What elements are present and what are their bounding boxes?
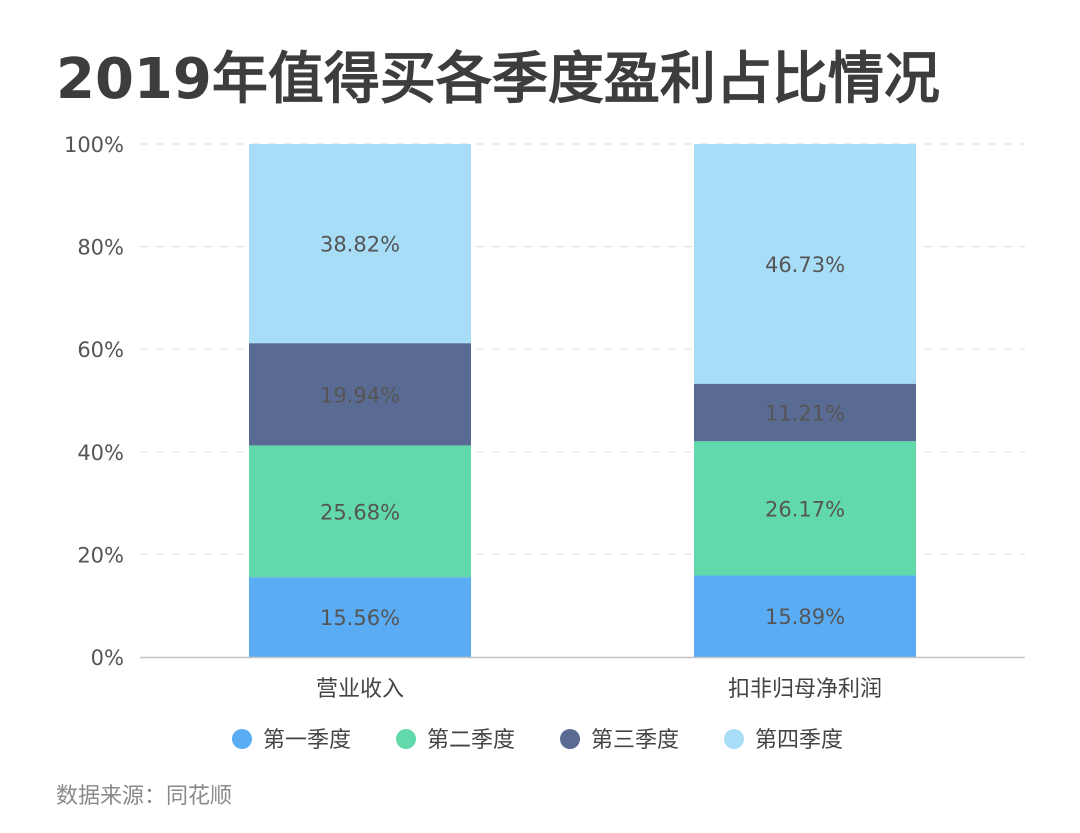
x-axis: 营业收入 扣非归母净利润 (140, 656, 1025, 702)
legend-swatch (724, 729, 744, 749)
data-label: 46.73% (765, 253, 845, 277)
bar-segment (694, 383, 916, 442)
data-label: 26.17% (765, 497, 845, 521)
x-tick-label: 营业收入 (316, 677, 404, 702)
data-source-note: 数据来源：同花顺 (56, 784, 233, 809)
y-tick-label: 40% (77, 441, 124, 465)
legend-label: 第一季度 (263, 728, 351, 753)
legend-label: 第四季度 (755, 728, 843, 753)
bars: 15.56% 25.68% 19.94% 38.82% 15.89% 26.17% 11.2… (249, 144, 916, 657)
y-tick-label: 80% (77, 236, 124, 260)
y-tick-label: 100% (64, 133, 124, 157)
legend-swatch (232, 729, 252, 749)
bar-segment (249, 577, 471, 657)
y-tick-label: 60% (77, 338, 124, 362)
data-label: 25.68% (320, 500, 400, 524)
y-axis: 0% 20% 40% 60% 80% 100% (64, 133, 124, 670)
bar-segment (249, 445, 471, 578)
legend-swatch (560, 729, 580, 749)
bar-segment (694, 441, 916, 576)
legend-swatch (396, 729, 416, 749)
bar-segment (249, 343, 471, 446)
y-tick-label: 20% (77, 543, 124, 567)
legend-label: 第二季度 (427, 728, 515, 753)
bar-segment (694, 144, 916, 384)
legend: 第一季度 第二季度 第三季度 第四季度 (232, 728, 843, 753)
bar-segment (249, 144, 471, 344)
legend-label: 第三季度 (591, 728, 679, 753)
data-label: 15.89% (765, 605, 845, 629)
data-label: 11.21% (765, 401, 845, 425)
data-label: 19.94% (320, 383, 400, 407)
bar-segment (694, 575, 916, 657)
y-tick-label: 0% (91, 646, 124, 670)
x-tick-label: 扣非归母净利润 (728, 677, 882, 702)
data-label: 15.56% (320, 606, 400, 630)
chart-title: 2019年值得买各季度盈利占比情况 (56, 47, 940, 112)
data-label: 38.82% (320, 233, 400, 257)
